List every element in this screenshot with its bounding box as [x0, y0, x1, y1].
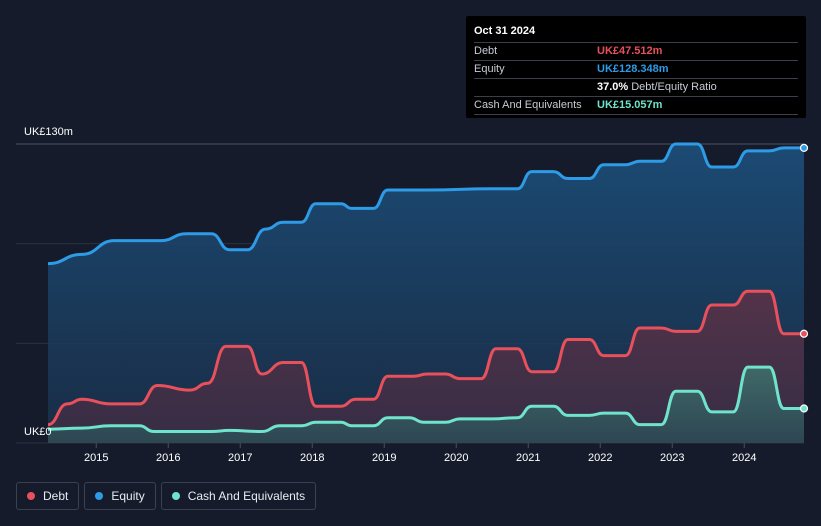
legend-item-equity[interactable]: Equity: [84, 482, 156, 510]
x-tick-label: 2021: [516, 452, 540, 464]
cash-and-equivalents-end-marker: [799, 404, 809, 413]
cash-and-equivalents-area: [48, 367, 804, 443]
tooltip-equity-label: Equity: [474, 63, 505, 75]
y-axis-bottom-label: UK£0: [24, 426, 52, 438]
cash-and-equivalents-line: [47, 365, 804, 433]
tooltip-row-debt: Debt UK£47.512m: [474, 43, 798, 61]
tooltip-row-ratio: 37.0% Debt/Equity Ratio: [474, 79, 798, 97]
tooltip-cash-label: Cash And Equivalents: [474, 99, 582, 111]
x-tick-label: 2019: [372, 452, 396, 464]
tooltip-row-cash: Cash And Equivalents UK£15.057m: [474, 97, 798, 115]
tooltip-equity-value: UK£128.348m: [597, 63, 669, 75]
tooltip-ratio-value: 37.0%: [597, 81, 629, 93]
y-axis-top-label: UK£130m: [24, 126, 73, 138]
legend-item-debt[interactable]: Debt: [16, 482, 80, 510]
x-tick-label: 2024: [732, 452, 756, 464]
x-tick-label: 2016: [156, 452, 180, 464]
x-tick-label: 2015: [84, 452, 108, 464]
x-tick-label: 2023: [660, 452, 684, 464]
legend-label-equity: Equity: [111, 489, 145, 503]
x-tick-label: 2017: [228, 452, 252, 464]
legend-label-debt: Debt: [43, 489, 69, 503]
series-areas: [48, 144, 804, 443]
legend-label-cash: Cash And Equivalents: [187, 489, 306, 503]
tooltip-debt-value: UK£47.512m: [597, 45, 663, 57]
data-tooltip: Oct 31 2024 Debt UK£47.512m Equity UK£12…: [466, 16, 806, 118]
legend-dot-debt: [27, 492, 35, 500]
equity-end-marker: [799, 143, 809, 153]
tooltip-ratio-caption: Debt/Equity Ratio: [631, 81, 717, 93]
series-end-markers: [799, 143, 809, 413]
debt-line: [47, 289, 804, 427]
tooltip-ratio-label: [474, 79, 597, 96]
x-tick-label: 2022: [588, 452, 612, 464]
tooltip-cash-value: UK£15.057m: [597, 99, 663, 111]
legend-dot-equity: [95, 492, 104, 500]
equity-line: [47, 142, 804, 266]
tooltip-debt-label: Debt: [474, 45, 498, 57]
x-axis-ticks: 2015 2016 2017 2018 2019 2020 2021 2022 2023 2024: [84, 443, 756, 464]
series-lines: [47, 142, 804, 433]
tooltip-row-equity: Equity UK£128.348m: [474, 61, 798, 79]
tooltip-date: Oct 31 2024: [474, 22, 798, 43]
legend-dot-cash: [171, 492, 180, 500]
debt-end-marker: [799, 329, 809, 338]
legend-item-cash[interactable]: Cash And Equivalents: [160, 482, 317, 510]
x-tick-label: 2020: [444, 452, 468, 464]
chart-legend: Debt Equity Cash And Equivalents: [16, 482, 317, 510]
x-tick-label: 2018: [300, 452, 324, 464]
debt-area: [48, 291, 804, 443]
